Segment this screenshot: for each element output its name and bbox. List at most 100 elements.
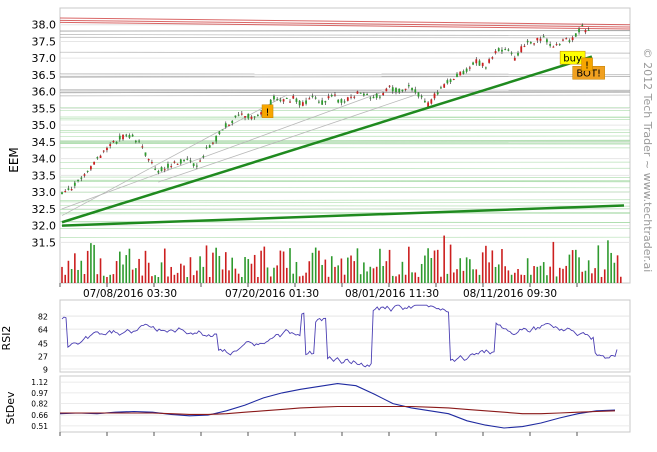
candle-body (116, 142, 118, 144)
volume-bar (183, 265, 185, 283)
candle-body (533, 43, 535, 44)
candle-body (183, 160, 185, 161)
volume-bar (569, 255, 571, 283)
candle-body (331, 95, 333, 96)
volume-bar (533, 266, 535, 283)
volume-bar (84, 274, 86, 283)
price-tick-label: 33.0 (32, 186, 57, 199)
candle-body (180, 159, 182, 163)
candle-body (569, 40, 571, 42)
candle-body (389, 86, 391, 87)
price-tick-label: 36.0 (32, 86, 57, 99)
stdev-tick-label: 0.51 (31, 422, 48, 431)
candle-body (440, 87, 442, 88)
mark-label: ! (585, 60, 589, 71)
volume-bar (283, 252, 285, 283)
volume-bar (565, 266, 567, 283)
volume-bar (231, 258, 233, 283)
candle-body (196, 166, 198, 167)
candle-body (228, 125, 230, 126)
stdev-tick-label: 0.66 (31, 411, 48, 420)
candle-body (507, 49, 509, 50)
volume-bar (459, 258, 461, 283)
volume-bar (475, 269, 477, 283)
candle-body (64, 191, 66, 192)
volume-bar (517, 269, 519, 283)
price-ylabel: EEM (7, 147, 21, 173)
candle-body (273, 96, 275, 99)
volume-bar (286, 268, 288, 283)
volume-bar (453, 272, 455, 283)
volume-bar (225, 252, 227, 283)
candle-body (472, 62, 474, 64)
date-label: 08/11/2016 09:30 (463, 288, 557, 300)
candle-body (501, 50, 503, 52)
date-label: 07/08/2016 03:30 (83, 288, 177, 300)
volume-bar (212, 253, 214, 283)
volume-bar (572, 250, 574, 283)
volume-bar (562, 269, 564, 283)
price-tick-label: 35.5 (32, 102, 57, 115)
volume-bar (614, 263, 616, 283)
price-tick-label: 37.5 (32, 35, 57, 48)
candle-body (202, 156, 204, 157)
candle-body (514, 58, 516, 61)
candle-body (209, 145, 211, 147)
volume-bar (177, 273, 179, 283)
volume-bar (315, 248, 317, 283)
volume-bar (376, 267, 378, 283)
candle-body (453, 79, 455, 80)
price-tick-label: 33.5 (32, 169, 57, 182)
candle-body (296, 99, 298, 102)
candle-body (154, 169, 156, 170)
volume-bar (530, 275, 532, 283)
volume-bar (588, 260, 590, 283)
volume-bar (186, 277, 188, 283)
volume-bar (546, 275, 548, 283)
volume-bar (305, 273, 307, 283)
volume-bar (257, 277, 259, 283)
candle-body (392, 87, 394, 91)
candle-body (145, 152, 147, 155)
candle-body (318, 102, 320, 103)
volume-bar (418, 277, 420, 283)
volume-bar (122, 265, 124, 283)
candle-body (71, 189, 73, 190)
candle-body (408, 85, 410, 86)
volume-bar (520, 275, 522, 283)
volume-bar (405, 275, 407, 283)
candle-body (475, 59, 477, 63)
candle-body (270, 100, 272, 105)
volume-bar (511, 275, 513, 283)
volume-bar (196, 271, 198, 283)
volume-bar (90, 243, 92, 283)
candle-body (437, 92, 439, 94)
candle-body (289, 102, 291, 103)
candle-body (103, 151, 105, 152)
candle-body (546, 39, 548, 42)
volume-bar (434, 251, 436, 283)
volume-bar (353, 261, 355, 283)
volume-bar (328, 277, 330, 283)
volume-bar (443, 236, 445, 283)
candle-body (524, 46, 526, 47)
volume-bar (594, 268, 596, 283)
candle-body (80, 178, 82, 179)
buy-label: buy (563, 54, 582, 65)
stdev-tick-label: 0.97 (31, 389, 48, 398)
volume-bar (334, 267, 336, 283)
candle-body (353, 97, 355, 98)
volume-bar (463, 271, 465, 283)
candle-body (578, 29, 580, 32)
candle-body (190, 160, 192, 161)
candle-body (212, 143, 214, 144)
rsi-ylabel: RSI2 (0, 326, 13, 351)
volume-bar (447, 274, 449, 283)
volume-bar (77, 270, 79, 283)
volume-bar (247, 259, 249, 283)
candle-body (299, 101, 301, 106)
price-tick-label: 34.0 (32, 153, 57, 166)
rsi-tick-label: 64 (38, 326, 48, 335)
volume-bar (357, 248, 359, 283)
volume-bar (504, 266, 506, 283)
